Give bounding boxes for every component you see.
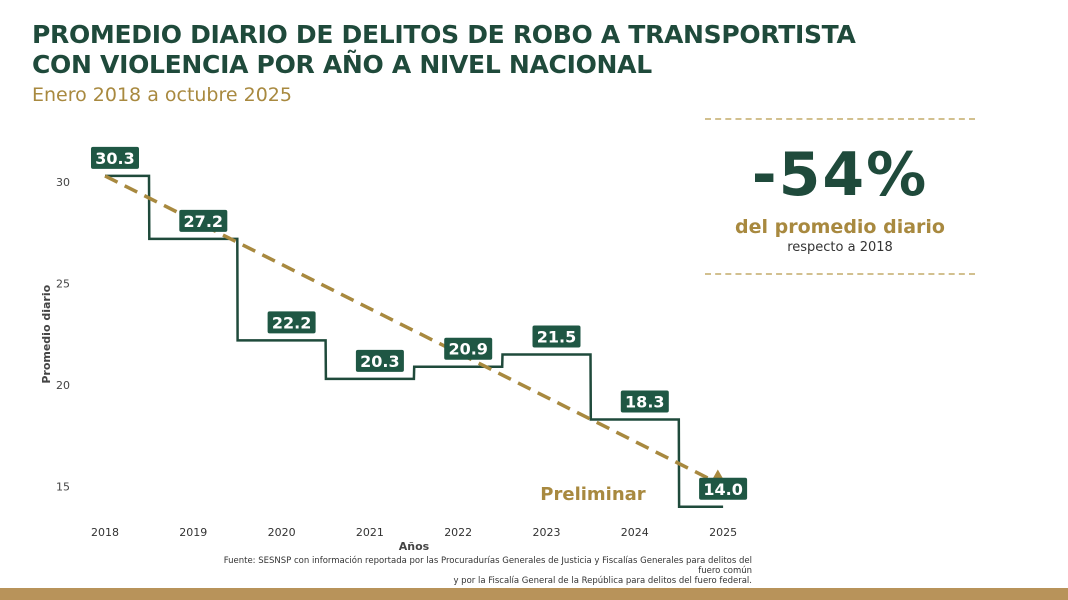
data-label: 18.3 [625,393,664,412]
x-tick-label: 2021 [356,526,384,539]
kpi-divider-top [705,118,975,120]
chart-title: PROMEDIO DIARIO DE DELITOS DE ROBO A TRA… [32,20,856,80]
data-label: 22.2 [272,313,311,332]
data-label-box [532,325,581,348]
step-line [105,174,724,509]
data-label-box [355,349,404,372]
data-label-box [179,209,228,232]
kpi-sublabel: respecto a 2018 [787,240,893,255]
kpi-panel: -54% del promedio diario respecto a 2018 [705,118,975,275]
data-label: 20.9 [448,340,487,359]
source-line-2: y por la Fiscalía General de la Repúblic… [453,576,752,586]
x-tick-label: 2018 [91,526,119,539]
x-axis-label: Años [399,540,430,553]
x-tick-label: 2024 [621,526,649,539]
y-tick-label: 30 [56,176,70,189]
title-line-1: PROMEDIO DIARIO DE DELITOS DE ROBO A TRA… [32,20,856,49]
data-label-box [620,390,669,413]
kpi-value: -54% [751,140,929,210]
data-label-box [267,311,316,334]
data-label: 14.0 [703,480,742,499]
data-label: 27.2 [184,212,223,231]
x-tick-label: 2020 [268,526,296,539]
source-note: Fuente: SESNSP con información reportada… [200,556,752,586]
kpi-label: del promedio diario [735,216,945,238]
chart-subtitle: Enero 2018 a octubre 2025 [32,84,292,106]
data-label-box [91,146,139,169]
y-tick-label: 25 [56,278,70,291]
source-line-1: Fuente: SESNSP con información reportada… [223,556,752,576]
y-tick-label: 20 [56,379,70,392]
title-line-2: CON VIOLENCIA POR AÑO A NIVEL NACIONAL [32,50,652,79]
y-axis-label: Promedio diario [40,284,53,383]
y-tick-label: 15 [56,481,70,494]
x-tick-label: 2019 [179,526,207,539]
data-label: 20.3 [360,352,399,371]
data-label: 21.5 [537,328,576,347]
data-label: 30.3 [95,149,134,168]
x-tick-label: 2023 [533,526,561,539]
footer-bar [0,588,1068,600]
kpi-divider-bottom [705,273,975,275]
data-label-box [444,337,493,360]
data-label-box [699,477,748,500]
x-tick-label: 2025 [709,526,737,539]
x-tick-label: 2022 [444,526,472,539]
preliminar-annotation: Preliminar [540,484,646,505]
